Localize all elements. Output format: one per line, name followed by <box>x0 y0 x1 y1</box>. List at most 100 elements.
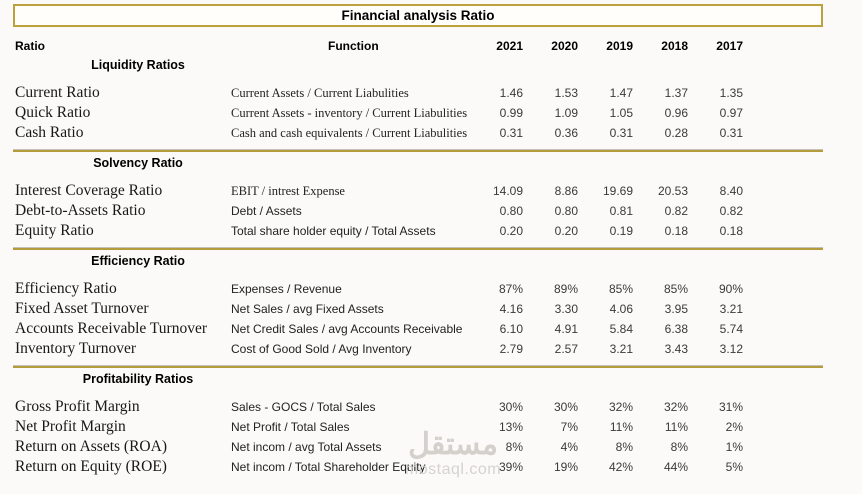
ratio-function: EBIT / intrest Expense <box>231 183 345 198</box>
ratio-value: 11% <box>609 420 633 434</box>
ratio-value: 1.35 <box>719 86 743 100</box>
ratio-value: 8% <box>505 440 523 454</box>
ratio-function: Debt / Assets <box>231 204 302 218</box>
table-row: Equity Ratio Total share holder equity /… <box>13 221 823 241</box>
ratio-name: Return on Assets (ROA) <box>15 438 167 455</box>
ratio-value: 3.30 <box>554 302 578 316</box>
section-divider <box>13 150 823 152</box>
ratio-value: 0.81 <box>609 204 633 218</box>
ratio-value: 0.96 <box>664 106 688 120</box>
ratio-value: 5% <box>725 460 743 474</box>
ratio-function: Net incom / Total Shareholder Equity <box>231 460 426 474</box>
ratio-value: 89% <box>553 282 578 296</box>
column-header-year-2017: 2017 <box>716 39 743 53</box>
ratio-value: 32% <box>608 400 633 414</box>
ratio-section: Solvency Ratio Interest Coverage Ratio E… <box>13 150 823 241</box>
ratio-value: 3.21 <box>609 342 633 356</box>
section-header: Solvency Ratio <box>93 156 183 170</box>
ratio-value: 2.57 <box>554 342 578 356</box>
ratio-name: Current Ratio <box>15 84 100 101</box>
table-body: Liquidity Ratios Current Ratio Current A… <box>13 54 823 477</box>
column-header-year-2020: 2020 <box>551 39 578 53</box>
ratio-value: 1.09 <box>554 106 578 120</box>
table-row: Current Ratio Current Assets / Current L… <box>13 83 823 103</box>
ratio-value: 0.31 <box>719 126 743 140</box>
column-header-year-2021: 2021 <box>496 39 523 53</box>
ratio-value: 30% <box>498 400 523 414</box>
ratio-value: 3.12 <box>719 342 743 356</box>
section-rows: Gross Profit Margin Sales - GOCS / Total… <box>13 397 823 477</box>
ratio-value: 0.18 <box>719 224 743 238</box>
ratio-name: Accounts Receivable Turnover <box>15 320 207 337</box>
ratio-value: 11% <box>664 420 688 434</box>
table-row: Net Profit Margin Net Profit / Total Sal… <box>13 417 823 437</box>
table-row: Inventory Turnover Cost of Good Sold / A… <box>13 339 823 359</box>
ratio-value: 0.31 <box>609 126 633 140</box>
section-divider <box>13 366 823 368</box>
section-header: Profitability Ratios <box>82 372 194 386</box>
column-header-function: Function <box>328 39 379 53</box>
ratio-value: 0.19 <box>609 224 633 238</box>
ratio-function: Net Profit / Total Sales <box>231 420 350 434</box>
ratio-value: 0.20 <box>499 224 523 238</box>
ratio-value: 20.53 <box>657 184 688 198</box>
table-row: Return on Equity (ROE) Net incom / Total… <box>13 457 823 477</box>
ratio-value: 3.43 <box>664 342 688 356</box>
table-row: Debt-to-Assets Ratio Debt / Assets 0.80 0… <box>13 201 823 221</box>
ratio-name: Return on Equity (ROE) <box>15 458 167 475</box>
ratio-name: Fixed Asset Turnover <box>15 300 149 317</box>
title-box: Financial analysis Ratio <box>13 4 823 27</box>
table-row: Fixed Asset Turnover Net Sales / avg Fix… <box>13 299 823 319</box>
ratio-value: 19.69 <box>602 184 633 198</box>
ratio-value: 0.31 <box>499 126 523 140</box>
ratio-value: 2.79 <box>499 342 523 356</box>
section-header: Liquidity Ratios <box>91 58 185 72</box>
ratio-value: 2% <box>725 420 743 434</box>
ratio-function: Current Assets / Current Liabulities <box>231 85 409 100</box>
table-row: Accounts Receivable Turnover Net Credit … <box>13 319 823 339</box>
column-header-row: Ratio Function 2021 2020 2019 2018 2017 <box>13 38 823 54</box>
ratio-value: 4.16 <box>499 302 523 316</box>
ratio-function: Net Sales / avg Fixed Assets <box>231 302 384 316</box>
ratio-name: Efficiency Ratio <box>15 280 117 297</box>
ratio-value: 0.36 <box>554 126 578 140</box>
ratio-function: Current Assets - inventory / Current Lia… <box>231 105 468 120</box>
ratio-function: Sales - GOCS / Total Sales <box>231 400 376 414</box>
ratio-name: Equity Ratio <box>15 222 94 239</box>
financial-ratio-sheet: Financial analysis Ratio Ratio Function … <box>13 4 823 477</box>
ratio-name: Gross Profit Margin <box>15 398 140 415</box>
ratio-value: 8% <box>615 440 633 454</box>
ratio-value: 31% <box>718 400 743 414</box>
column-header-ratio: Ratio <box>15 39 45 53</box>
ratio-function: Net incom / avg Total Assets <box>231 440 382 454</box>
ratio-value: 1.05 <box>609 106 633 120</box>
section-rows: Current Ratio Current Assets / Current L… <box>13 83 823 143</box>
ratio-function: Cost of Good Sold / Avg Inventory <box>231 342 412 356</box>
ratio-value: 1.46 <box>499 86 523 100</box>
ratio-value: 0.99 <box>499 106 523 120</box>
ratio-value: 4% <box>560 440 578 454</box>
ratio-value: 19% <box>553 460 578 474</box>
ratio-value: 4.06 <box>609 302 633 316</box>
table-row: Interest Coverage Ratio EBIT / intrest E… <box>13 181 823 201</box>
ratio-value: 85% <box>608 282 633 296</box>
ratio-name: Quick Ratio <box>15 104 91 121</box>
section-header: Efficiency Ratio <box>91 254 185 268</box>
ratio-value: 1.47 <box>609 86 633 100</box>
ratio-value: 32% <box>663 400 688 414</box>
table-row: Quick Ratio Current Assets - inventory /… <box>13 103 823 123</box>
ratio-function: Total share holder equity / Total Assets <box>231 224 436 238</box>
ratio-value: 1.53 <box>554 86 578 100</box>
ratio-section: Profitability Ratios Gross Profit Margin… <box>13 366 823 477</box>
ratio-value: 3.95 <box>664 302 688 316</box>
column-header-year-2019: 2019 <box>606 39 633 53</box>
ratio-value: 8.86 <box>554 184 578 198</box>
ratio-value: 5.74 <box>719 322 743 336</box>
ratio-value: 42% <box>608 460 633 474</box>
ratio-value: 0.82 <box>719 204 743 218</box>
ratio-value: 8.40 <box>719 184 743 198</box>
column-header-year-2018: 2018 <box>661 39 688 53</box>
ratio-value: 1.37 <box>664 86 688 100</box>
ratio-value: 0.97 <box>719 106 743 120</box>
ratio-function: Cash and cash equivalents / Current Liab… <box>231 125 468 140</box>
